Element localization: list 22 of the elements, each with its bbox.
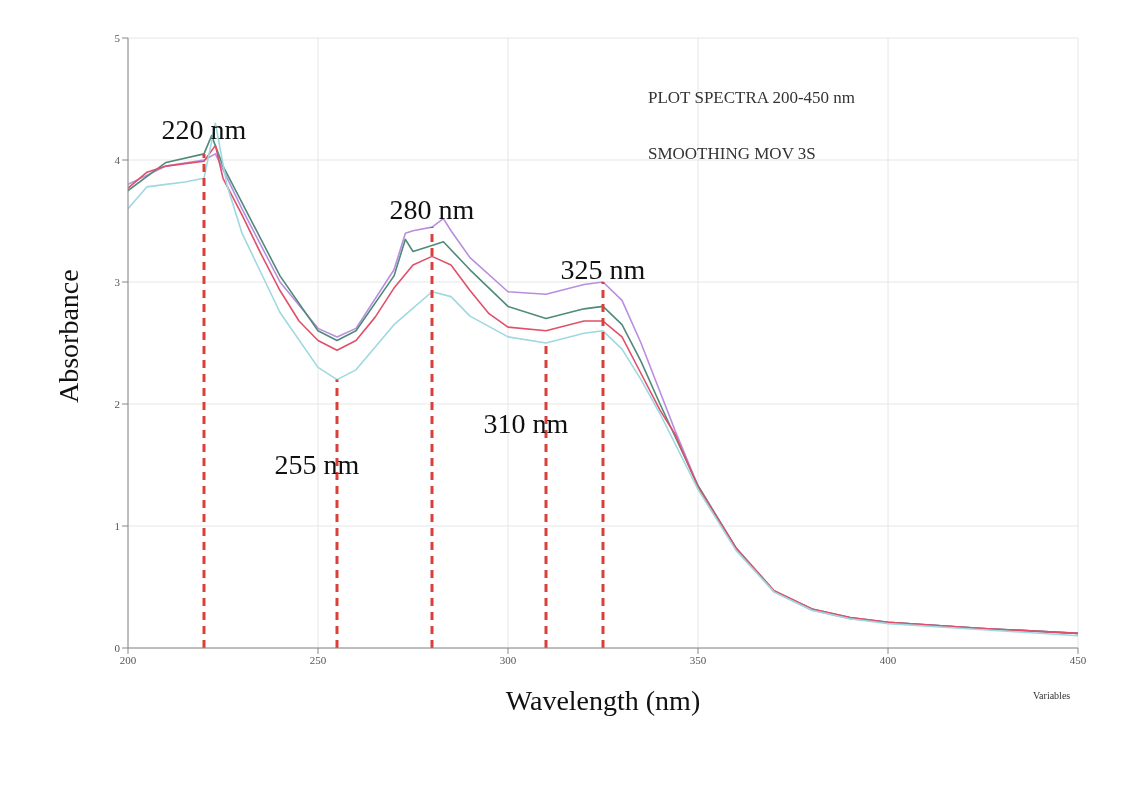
y-tick-label: 2 [114,397,120,410]
y-tick-label: 1 [114,519,120,532]
ref-line-label: 325 nm [560,254,646,286]
ref-line-label: 310 nm [483,408,569,440]
y-tick-label: 5 [114,31,121,44]
x-tick-label: 400 [879,653,897,666]
y-axis-title: Absorbance [52,269,84,403]
x-tick-label: 450 [1069,653,1087,666]
ref-line-label: 255 nm [274,448,360,480]
x-tick-label: 250 [309,653,327,666]
x-tick-label: 200 [119,653,137,666]
x-tick-label: 350 [689,653,707,666]
y-tick-label: 4 [114,153,121,166]
x-tick-label: 300 [499,653,517,666]
annotation: SMOOTHING MOV 3S [648,144,816,164]
ref-line-label: 280 nm [389,193,475,225]
annotation: PLOT SPECTRA 200-450 nm [648,88,856,108]
ref-line-label: 220 nm [161,113,247,145]
text: Variables [1033,690,1071,701]
y-tick-label: 3 [114,275,121,288]
y-tick-label: 0 [114,641,121,654]
x-axis-title: Wavelength (nm) [505,685,701,716]
